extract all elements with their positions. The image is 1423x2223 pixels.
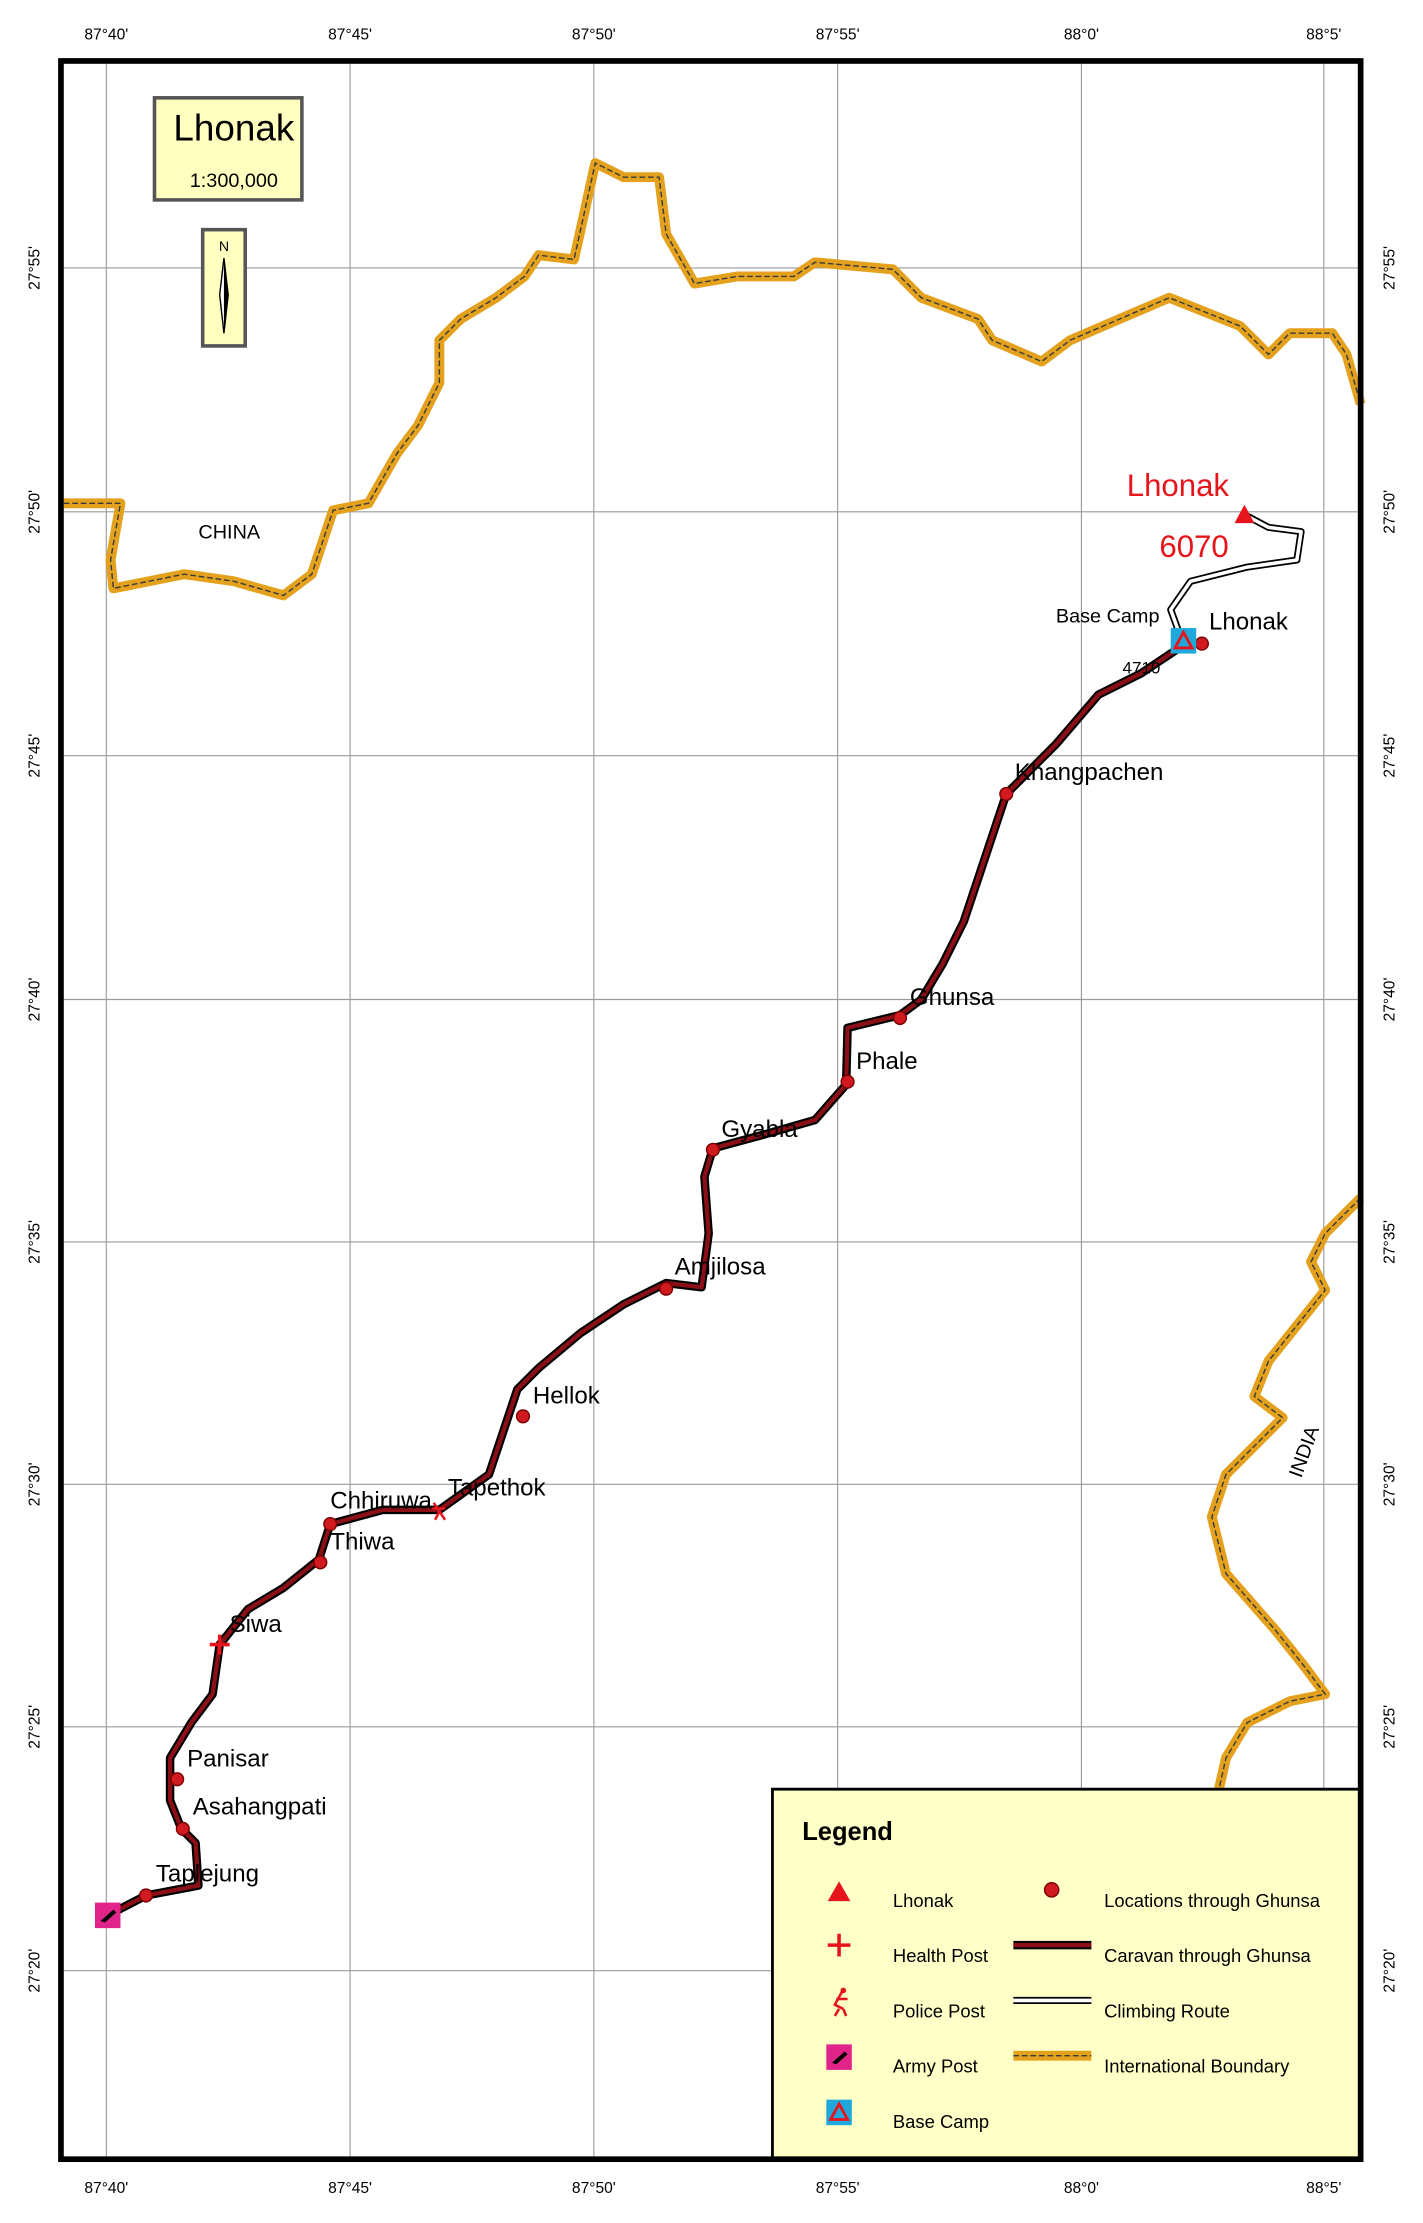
latitude-label: 27°45' [27,734,44,778]
longitude-label: 87°55' [816,2180,860,2197]
location-marker [1194,636,1209,651]
north-label: N [219,239,229,255]
places: Lhonak Khangpachen Ghunsa Phale Gyabla Amjilo… [138,608,1289,1903]
north-arrow-half [223,258,229,334]
routes [105,511,1305,1920]
location-marker [892,1010,908,1026]
location-marker [515,1409,531,1424]
legend-label: International Boundary [1104,2056,1290,2077]
place-label: Ghunsa [910,984,995,1011]
china-boundary-core [63,161,1362,597]
legend-icon [828,2100,850,2121]
latitude-label: 27°45' [1382,734,1399,778]
longitude-label: 88°5' [1306,27,1341,44]
army-post-icon [100,1909,117,1923]
location-marker [175,1821,190,1836]
india-boundary-core [1211,1197,1362,1790]
legend-label: Army Post [893,2056,978,2077]
map-scale: 1:300,000 [190,170,278,192]
legend: Legend Lhonak Health Post Police Post Ar… [771,1787,1363,2161]
latitude-label: 27°30' [1382,1462,1399,1506]
legend-icon [827,1881,851,1902]
longitude-label: 87°50' [572,27,616,44]
legend-icon [827,1933,851,1957]
location-marker [659,1281,674,1296]
latitude-label: 27°50' [1382,490,1399,534]
location-marker [999,786,1014,802]
place-label: Tapethok [448,1475,547,1502]
legend-box [771,1787,1363,2161]
place-label: Siwa [230,1611,283,1638]
latitude-label: 27°50' [27,490,44,534]
base-camp-icon [1172,629,1195,650]
longitude-label: 87°50' [572,2180,616,2197]
latitude-label: 27°30' [27,1462,44,1506]
location-marker [840,1074,855,1089]
location-marker [138,1888,154,1903]
place-label: Amjilosa [675,1254,767,1281]
latitude-label: 27°55' [1382,246,1399,290]
place-label: Thiwa [330,1529,395,1556]
location-marker [705,1142,721,1157]
peak-marker [1234,504,1255,524]
latitude-label: 27°55' [27,246,44,290]
place-label: Chhiruwa [330,1487,432,1514]
map-frame [58,58,1364,2163]
latitude-label: 27°20' [27,1949,44,1993]
place-label: Taplejung [156,1860,259,1887]
map-title: Lhonak [173,107,294,148]
country-label: CHINA [198,522,260,544]
place-label: Lhonak [1209,608,1289,635]
latitude-label: 27°25' [27,1705,44,1749]
peak-name: Lhonak [1127,468,1230,503]
place-label: Phale [856,1048,918,1075]
longitude-label: 88°0' [1064,27,1099,44]
longitude-label: 87°40' [84,27,128,44]
place-label: Panisar [187,1745,269,1772]
place-label: Asahangpati [193,1794,327,1821]
location-marker [313,1555,328,1570]
longitude-label: 87°55' [816,27,860,44]
place-label: Gyabla [721,1116,798,1143]
latitude-label: 27°35' [27,1220,44,1264]
latitude-label: 27°25' [1382,1705,1399,1749]
legend-label: Climbing Route [1104,2000,1230,2021]
legend-label: Locations through Ghunsa [1104,1890,1321,1911]
caravan-route-core [106,643,1185,1918]
legend-label: Police Post [893,2000,985,2021]
climbing-route-core [1168,513,1303,646]
health-post-marker [209,1634,230,1655]
legend-icon [1043,1882,1060,1898]
longitude-label: 87°40' [84,2180,128,2197]
longitude-label: 87°45' [328,2180,372,2197]
title-box [152,96,304,202]
location-marker [323,1516,338,1532]
longitude-label: 87°45' [328,27,372,44]
legend-label: Health Post [893,1945,988,1966]
legend-icon [833,1991,848,2017]
latitude-label: 27°40' [1382,978,1399,1022]
latitude-label: 27°40' [27,978,44,1022]
latitude-label: 27°20' [1382,1949,1399,1993]
legend-title: Legend [802,1818,893,1846]
legend-icon [831,2051,848,2065]
police-post-marker [432,1502,447,1521]
legend-label: Caravan through Ghunsa [1104,1945,1311,1966]
legend-label: Base Camp [893,2111,989,2132]
place-label: Khangpachen [1015,759,1164,786]
base-camp-elevation: 4710 [1123,658,1161,677]
longitude-label: 88°0' [1064,2180,1099,2197]
legend-label: Lhonak [893,1890,954,1911]
latitude-label: 27°35' [1382,1220,1399,1264]
legend-icon [840,1987,847,1994]
location-marker [170,1772,185,1787]
longitude-label: 88°5' [1306,2180,1341,2197]
boundaries [63,158,1366,1791]
place-label: Hellok [533,1383,601,1410]
base-camp-label: Base Camp [1056,605,1160,627]
peak-elevation: 6070 [1159,529,1228,564]
